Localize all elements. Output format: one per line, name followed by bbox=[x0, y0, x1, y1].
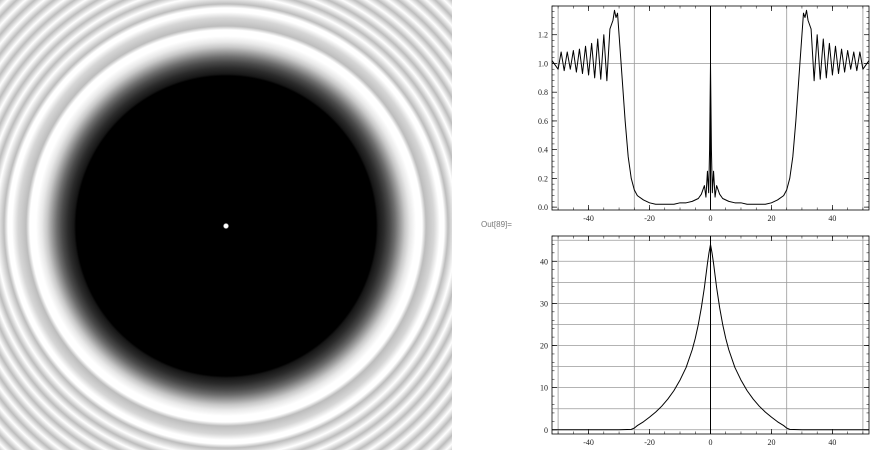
y-tick-label: 0.8 bbox=[538, 88, 548, 97]
x-tick-label: 40 bbox=[828, 438, 836, 447]
x-tick-label: 20 bbox=[767, 214, 775, 223]
series-line bbox=[552, 243, 869, 431]
lower-line-chart: -40 -20 0 20 40 0 10 20 30 40 bbox=[540, 235, 870, 447]
output-cell-label: Out[89]= bbox=[481, 220, 512, 229]
y-tick-label: 0.2 bbox=[538, 174, 548, 183]
x-tick-label: -40 bbox=[583, 214, 594, 223]
y-tick-label: 30 bbox=[540, 299, 548, 308]
x-tick-label: -20 bbox=[644, 438, 655, 447]
series-line bbox=[551, 9, 870, 205]
y-tick-label: 40 bbox=[540, 257, 548, 266]
y-tick-label: 1.2 bbox=[538, 31, 548, 40]
y-tick-label: 0 bbox=[544, 426, 548, 435]
x-tick-label: -20 bbox=[644, 214, 655, 223]
x-tick-label: -40 bbox=[583, 438, 594, 447]
x-tick-label: 40 bbox=[828, 214, 836, 223]
y-tick-label: 10 bbox=[540, 384, 548, 393]
y-tick-label: 0.0 bbox=[538, 203, 548, 212]
x-tick-label: 0 bbox=[709, 438, 713, 447]
y-tick-label: 1.0 bbox=[538, 59, 548, 68]
x-tick-label: 0 bbox=[709, 214, 713, 223]
upper-line-chart: -40 -20 0 20 40 0.0 0.2 0.4 0.6 0.8 1.0 1.2 bbox=[538, 5, 870, 223]
y-tick-label: 0.4 bbox=[538, 146, 548, 155]
density-image bbox=[0, 0, 452, 450]
x-tick-label: 20 bbox=[767, 438, 775, 447]
y-tick-label: 20 bbox=[540, 342, 548, 351]
y-tick-label: 0.6 bbox=[538, 117, 548, 126]
